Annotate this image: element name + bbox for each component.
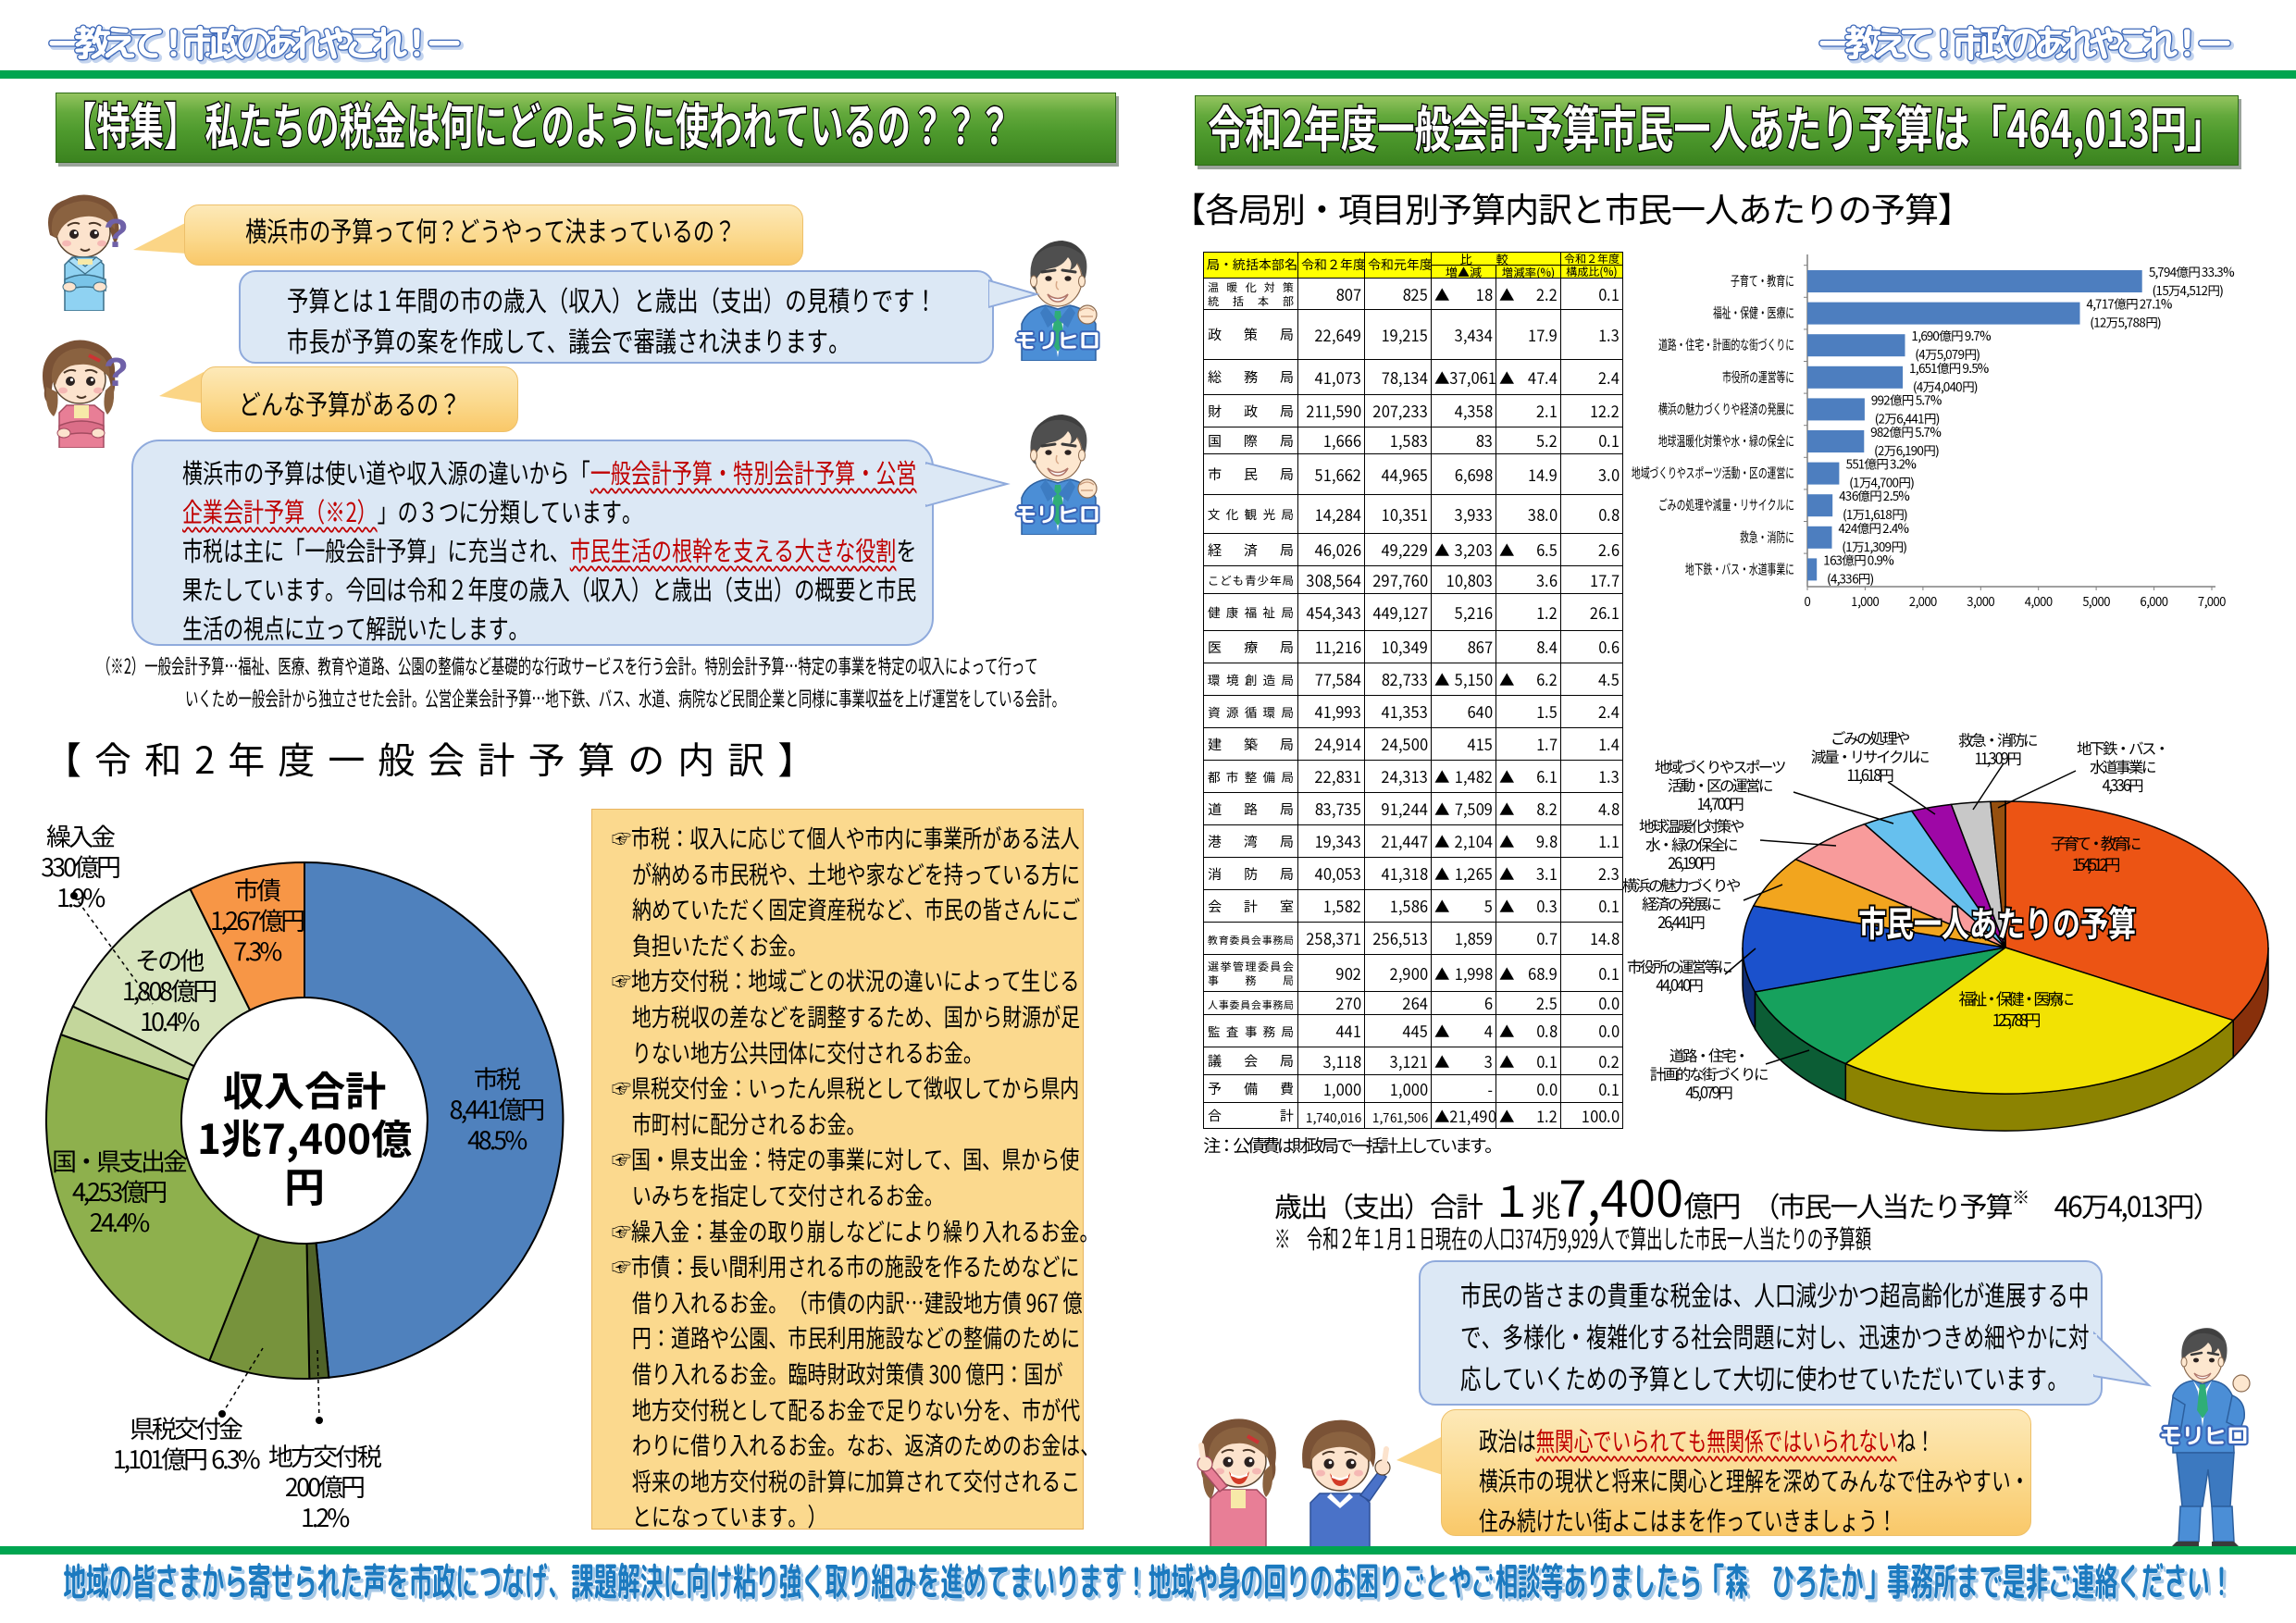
svg-text:6,000: 6,000 — [2141, 592, 2168, 610]
svg-text:(2万6,441円): (2万6,441円) — [1875, 408, 1939, 427]
svg-text:地域の皆さまから寄せられた声を市政につなげ、課題解決に向け粘: 地域の皆さまから寄せられた声を市政につなげ、課題解決に向け粘り強く取り組みを進め… — [66, 1557, 2236, 1611]
svg-text:(15万4,512円): (15万4,512円) — [2153, 280, 2223, 299]
svg-text:1,651億円 9.5%: 1,651億円 9.5% — [1909, 358, 1989, 377]
svg-text:(12万5,788円): (12万5,788円) — [2091, 313, 2161, 331]
svg-text:地球温暖化対策や水・緑の保全に: 地球温暖化対策や水・緑の保全に — [1658, 431, 1794, 451]
svg-text:令和2年度一般会計予算市民一人あたり予算は「464,013円: 令和2年度一般会計予算市民一人あたり予算は「464,013円」 — [1208, 95, 2224, 162]
svg-text:2,000: 2,000 — [1909, 592, 1937, 610]
svg-text:992億円 5.7%: 992億円 5.7% — [1871, 390, 1942, 408]
svg-text:ー 教えて！市政のあれやこれ！ ー: ー 教えて！市政のあれやこれ！ ー — [1817, 17, 2233, 68]
svg-text:(1万1,309円): (1万1,309円) — [1843, 537, 1906, 555]
svg-text:7,000: 7,000 — [2198, 592, 2226, 610]
svg-text:1,000: 1,000 — [1851, 592, 1879, 610]
svg-text:ー 教えて！市政のあれやこれ！ ー: ー 教えて！市政のあれやこれ！ ー — [49, 19, 465, 71]
svg-text:(4,336円): (4,336円) — [1827, 568, 1873, 587]
svg-text:551億円 3.2%: 551億円 3.2% — [1845, 454, 1916, 473]
svg-text:横浜の魅力づくりや経済の発展に: 横浜の魅力づくりや経済の発展に — [1658, 399, 1794, 418]
svg-text:福祉・保健・医療に: 福祉・保健・医療に — [1713, 304, 1794, 323]
svg-text:ー 教えて！市政のあれやこれ！ ー: ー 教えて！市政のあれやこれ！ ー — [46, 17, 463, 68]
svg-text:モリヒロ: モリヒロ — [1015, 326, 1100, 355]
svg-text:地域の皆さまから寄せられた声を市政につなげ、課題解決に向け粘: 地域の皆さまから寄せられた声を市政につなげ、課題解決に向け粘り強く取り組みを進め… — [63, 1556, 2233, 1608]
svg-text:道路・住宅・計画的な街づくりに: 道路・住宅・計画的な街づくりに — [1658, 335, 1794, 354]
svg-text:市役所の運営等に: 市役所の運営等に — [1722, 367, 1794, 387]
svg-text:424億円 2.4%: 424億円 2.4% — [1839, 518, 1909, 537]
svg-text:地下鉄・バス・水道事業に: 地下鉄・バス・水道事業に — [1685, 559, 1794, 578]
svg-text:モリヒロ: モリヒロ — [2160, 1419, 2249, 1451]
svg-text:子育て・教育に: 子育て・教育に — [1731, 271, 1794, 291]
svg-text:(4万4,040円): (4万4,040円) — [1913, 377, 1977, 395]
svg-text:5,000: 5,000 — [2081, 592, 2110, 610]
svg-text:4,000: 4,000 — [2025, 592, 2053, 610]
svg-text:(1万1,618円): (1万1,618円) — [1843, 504, 1906, 523]
svg-text:5,794億円 33.3%: 5,794億円 33.3% — [2149, 262, 2234, 280]
svg-text:982億円 5.7%: 982億円 5.7% — [1870, 422, 1941, 440]
svg-text:ごみの処理や減量・リサイクルに: ごみの処理や減量・リサイクルに — [1658, 495, 1794, 514]
svg-text:436億円 2.5%: 436億円 2.5% — [1839, 486, 1909, 504]
svg-text:163億円 0.9%: 163億円 0.9% — [1823, 550, 1893, 568]
svg-text:救急・消防に: 救急・消防に — [1740, 527, 1794, 547]
svg-text:市民一人あたりの予算: 市民一人あたりの予算 — [1858, 898, 2136, 947]
svg-text:1,690億円 9.7%: 1,690億円 9.7% — [1912, 326, 1992, 344]
svg-text:(2万6,190円): (2万6,190円) — [1874, 440, 1938, 459]
svg-text:ー 教えて！市政のあれやこれ！ ー: ー 教えて！市政のあれやこれ！ ー — [1819, 19, 2236, 71]
svg-text:モリヒロ: モリヒロ — [1015, 500, 1100, 529]
svg-text:4,717億円 27.1%: 4,717億円 27.1% — [2087, 294, 2172, 313]
svg-text:(4万5,079円): (4万5,079円) — [1916, 344, 1980, 363]
svg-text:地域づくりやスポーツ活動・区の運営に: 地域づくりやスポーツ活動・区の運営に — [1632, 464, 1794, 483]
svg-text:(1万4,700円): (1万4,700円) — [1849, 473, 1913, 491]
svg-text:【特集】 私たちの税金は何にどのように使われているの？？？: 【特集】 私たちの税金は何にどのように使われているの？？？ — [63, 93, 1011, 159]
svg-text:3,000: 3,000 — [1967, 592, 1994, 610]
svg-text:0: 0 — [1805, 592, 1811, 610]
